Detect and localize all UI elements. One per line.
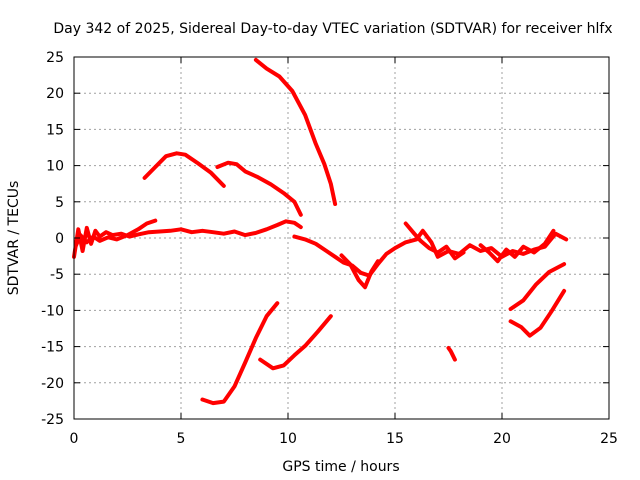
series-arc-3 xyxy=(253,57,338,206)
chart-title: Day 342 of 2025, Sidereal Day-to-day VTE… xyxy=(53,21,612,37)
y-tick-label: 5 xyxy=(55,195,64,211)
data-series xyxy=(72,57,569,406)
grid-lines xyxy=(74,57,609,419)
x-tick-label: 20 xyxy=(493,431,511,447)
x-tick-label: 0 xyxy=(70,431,79,447)
series-arc-6 xyxy=(446,346,457,362)
y-tick-label: -10 xyxy=(41,303,64,319)
series-arc-4 xyxy=(200,301,280,406)
x-tick-label: 5 xyxy=(177,431,186,447)
x-tick-labels: 0 5 10 15 20 25 xyxy=(70,431,618,447)
series-arc-2 xyxy=(215,160,303,217)
y-axis-label: SDTVAR / TECUs xyxy=(6,181,22,296)
x-tick-label: 15 xyxy=(386,431,404,447)
series-cluster-2 xyxy=(74,218,158,248)
y-tick-labels: 25 20 15 10 5 0 -5 -10 -15 -20 -25 xyxy=(41,50,64,428)
series-arc-7 xyxy=(508,288,567,338)
y-tick-label: 15 xyxy=(46,122,64,138)
x-tick-label: 25 xyxy=(600,431,618,447)
x-tick-label: 10 xyxy=(279,431,297,447)
y-tick-label: 0 xyxy=(55,231,64,247)
x-axis-label: GPS time / hours xyxy=(282,459,399,475)
series-arc-5 xyxy=(258,314,333,371)
y-tick-label: -20 xyxy=(41,376,64,392)
y-tick-label: 10 xyxy=(46,159,64,175)
series-cluster-4 xyxy=(339,253,380,290)
y-tick-label: 20 xyxy=(46,86,64,102)
series-cluster-3 xyxy=(292,228,569,278)
series-arc-8 xyxy=(508,262,567,311)
axis-ticks xyxy=(73,56,610,420)
y-tick-label: 25 xyxy=(46,50,64,66)
y-tick-label: -5 xyxy=(50,267,64,283)
series-cluster-6 xyxy=(478,228,556,264)
series-cluster-5 xyxy=(403,221,466,261)
series-arc-1 xyxy=(142,151,226,188)
y-tick-label: -15 xyxy=(41,340,64,356)
y-tick-label: -25 xyxy=(41,412,64,428)
